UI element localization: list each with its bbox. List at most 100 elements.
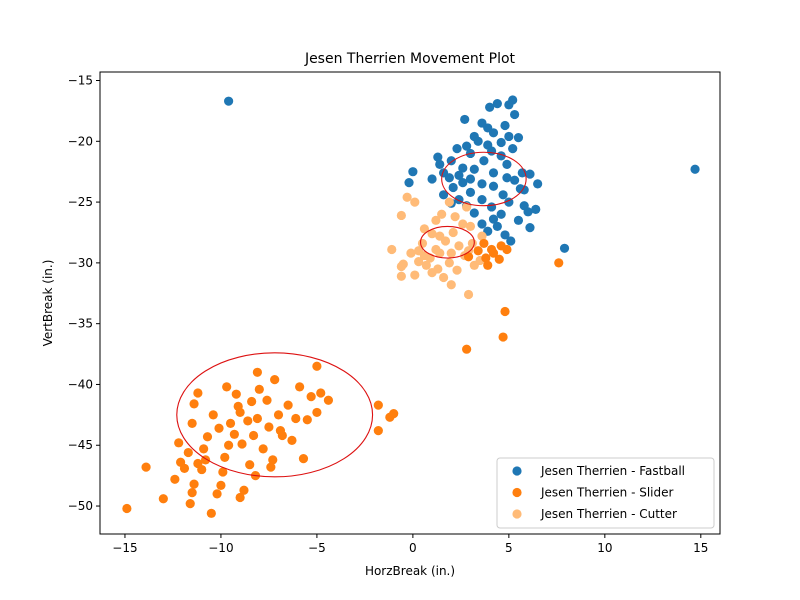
point-series-0-61 bbox=[531, 204, 541, 214]
point-series-0-65 bbox=[488, 214, 499, 224]
point-series-1-67 bbox=[247, 396, 257, 407]
point-series-1-35 bbox=[268, 455, 278, 465]
point-series-0-59 bbox=[486, 202, 497, 212]
point-series-1-42 bbox=[298, 454, 309, 464]
point-series-0-28 bbox=[502, 159, 512, 169]
y-tick-label: −30 bbox=[68, 256, 93, 270]
point-series-3-10 bbox=[483, 260, 493, 270]
point-series-1-26 bbox=[239, 485, 249, 495]
point-series-0-21 bbox=[486, 146, 497, 156]
point-series-2-22 bbox=[465, 221, 476, 232]
point-series-2-26 bbox=[437, 209, 447, 219]
point-series-0-34 bbox=[488, 168, 499, 178]
point-series-2-35 bbox=[444, 258, 454, 268]
point-series-1-33 bbox=[262, 395, 272, 405]
y-axis: −15 −20 −25 −30 −35 −40 −45 −50 bbox=[68, 74, 100, 513]
point-series-0-31 bbox=[469, 164, 479, 174]
point-series-2-36 bbox=[469, 260, 479, 270]
legend-items: Jesen Therrien - Fastball Jesen Therrien … bbox=[512, 464, 685, 521]
point-series-2-12 bbox=[396, 271, 406, 281]
point-series-2-29 bbox=[440, 236, 451, 246]
x-tick-label: 0 bbox=[409, 541, 417, 555]
point-series-2-25 bbox=[444, 197, 454, 207]
point-series-3-5 bbox=[481, 253, 491, 263]
point-series-1-53 bbox=[258, 444, 268, 454]
point-series-3-0 bbox=[554, 258, 564, 268]
point-series-0-71 bbox=[500, 230, 510, 240]
legend-box bbox=[496, 457, 715, 529]
point-series-1-0 bbox=[122, 503, 132, 514]
point-series-2-7 bbox=[387, 244, 397, 255]
point-series-1-21 bbox=[225, 418, 236, 428]
point-series-2-14 bbox=[414, 257, 424, 267]
point-series-0-19 bbox=[462, 141, 472, 151]
point-series-0-45 bbox=[477, 179, 487, 189]
point-series-2-40 bbox=[477, 231, 487, 241]
point-series-1-65 bbox=[183, 447, 193, 458]
point-series-1-1 bbox=[141, 462, 151, 472]
y-tick-label: −25 bbox=[68, 195, 93, 209]
legend-marker-2 bbox=[512, 509, 522, 519]
point-series-0-50 bbox=[519, 185, 529, 195]
point-series-1-29 bbox=[248, 430, 259, 441]
point-series-0-53 bbox=[498, 190, 508, 200]
point-series-3-2 bbox=[498, 332, 508, 342]
point-series-1-49 bbox=[208, 410, 218, 420]
point-series-0-26 bbox=[446, 156, 456, 166]
point-series-1-48 bbox=[312, 361, 322, 371]
point-series-0-22 bbox=[508, 143, 518, 154]
point-series-0-9 bbox=[500, 120, 510, 131]
point-series-1-64 bbox=[174, 438, 184, 448]
point-series-1-11 bbox=[199, 444, 209, 454]
point-series-1-54 bbox=[275, 426, 286, 436]
point-series-2-23 bbox=[450, 212, 460, 222]
point-series-0-4 bbox=[504, 100, 514, 110]
legend-marker-0 bbox=[512, 466, 522, 476]
point-series-2-27 bbox=[458, 219, 468, 229]
point-series-0-20 bbox=[452, 143, 462, 154]
point-series-2-20 bbox=[463, 289, 474, 300]
point-series-0-55 bbox=[477, 195, 487, 205]
point-series-1-7 bbox=[187, 488, 197, 498]
point-series-0-39 bbox=[465, 174, 476, 184]
legend-label-2: Jesen Therrien - Cutter bbox=[540, 507, 677, 521]
point-series-2-13 bbox=[410, 270, 420, 280]
point-series-0-30 bbox=[458, 163, 468, 173]
point-series-1-16 bbox=[206, 508, 216, 518]
x-tick-label: 15 bbox=[693, 541, 708, 555]
legend: Jesen Therrien - Fastball Jesen Therrien … bbox=[496, 457, 715, 529]
point-series-1-25 bbox=[237, 439, 247, 449]
point-series-0-63 bbox=[469, 208, 479, 218]
point-series-1-22 bbox=[222, 382, 232, 392]
point-series-2-28 bbox=[448, 227, 458, 238]
ellipse-layer bbox=[176, 151, 527, 478]
point-series-1-20 bbox=[224, 440, 234, 450]
point-series-1-51 bbox=[229, 429, 239, 439]
y-axis-label: VertBreak (in.) bbox=[41, 260, 55, 347]
point-series-1-59 bbox=[266, 462, 276, 472]
point-series-0-12 bbox=[488, 128, 499, 138]
point-series-1-50 bbox=[214, 423, 224, 433]
point-series-0-5 bbox=[492, 99, 502, 109]
legend-label-1: Jesen Therrien - Slider bbox=[540, 486, 674, 500]
point-series-2-2 bbox=[410, 197, 420, 207]
point-series-1-3 bbox=[170, 474, 180, 484]
point-series-0-14 bbox=[504, 131, 514, 142]
point-series-0-37 bbox=[525, 169, 535, 179]
point-series-2-11 bbox=[396, 261, 406, 272]
point-series-1-6 bbox=[185, 499, 195, 509]
point-series-0-27 bbox=[479, 156, 489, 166]
x-tick-label: −10 bbox=[208, 541, 233, 555]
point-series-2-19 bbox=[446, 280, 456, 290]
y-tick-label: −40 bbox=[68, 377, 93, 391]
point-series-2-38 bbox=[435, 248, 445, 258]
point-series-1-10 bbox=[193, 458, 203, 469]
point-series-1-27 bbox=[235, 492, 245, 503]
ellipse-1 bbox=[420, 225, 475, 259]
point-series-2-17 bbox=[433, 264, 443, 274]
point-series-1-14 bbox=[193, 388, 203, 398]
point-series-3-3 bbox=[462, 344, 472, 354]
point-series-0-64 bbox=[496, 209, 506, 219]
point-series-0-0 bbox=[224, 96, 234, 106]
